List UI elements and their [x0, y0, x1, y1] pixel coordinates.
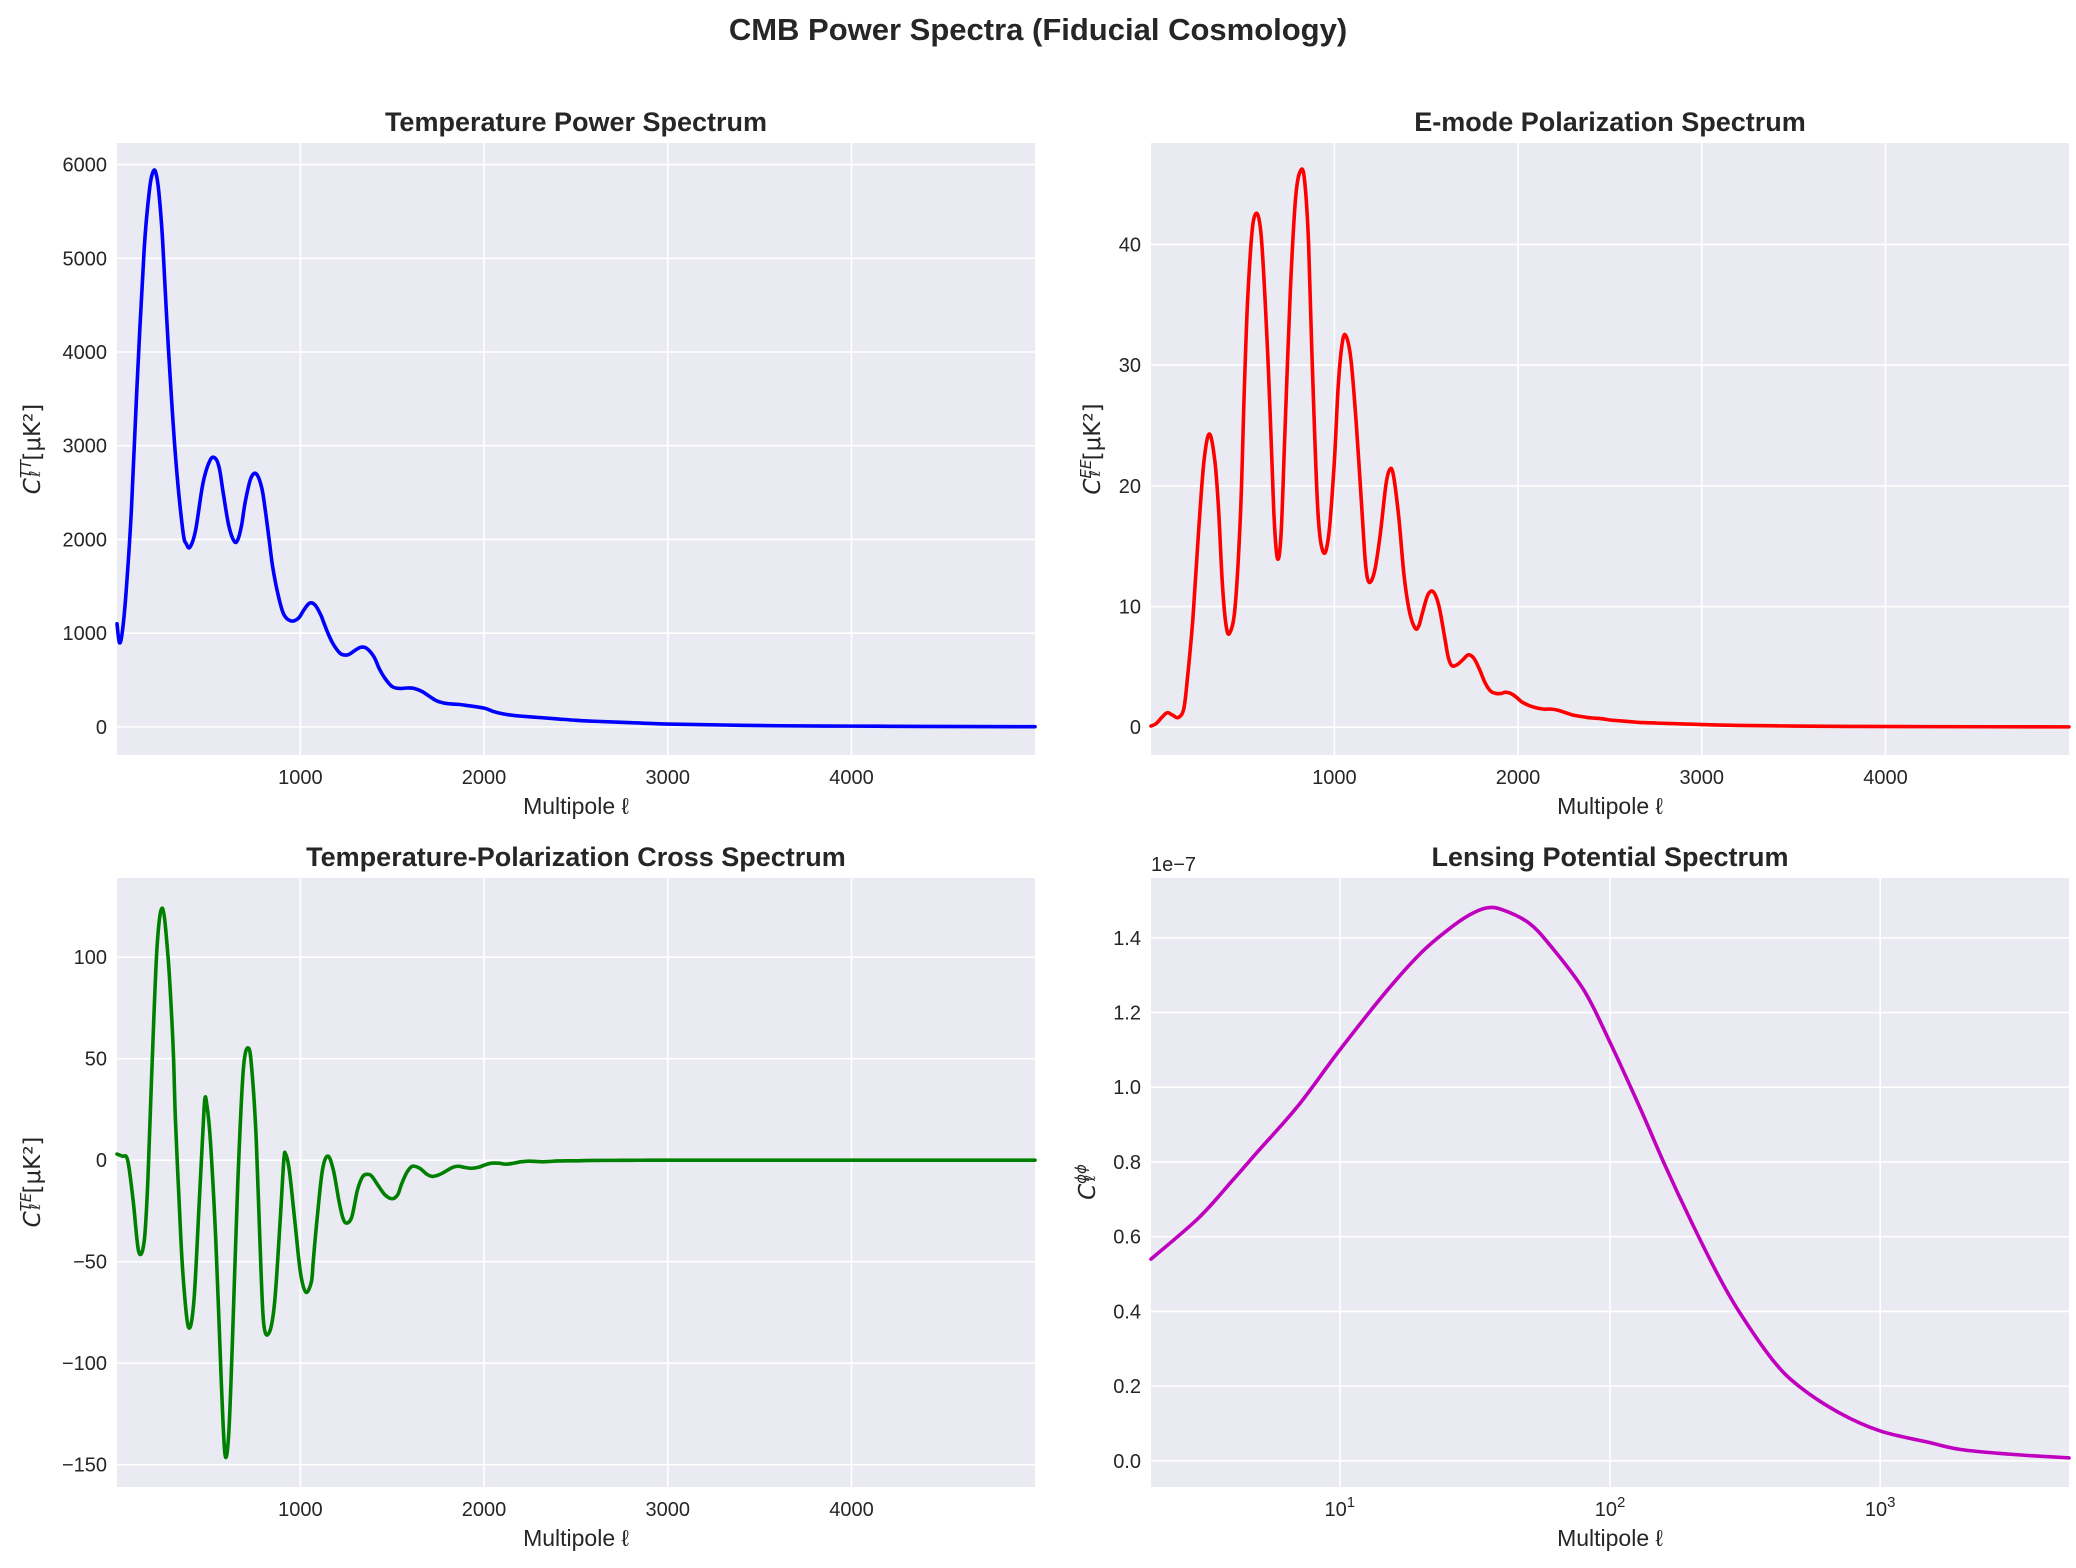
- x-axis-label: Multipole ℓ: [523, 1525, 629, 1551]
- figure-suptitle: CMB Power Spectra (Fiducial Cosmology): [729, 12, 1347, 47]
- series-line: [1149, 905, 2071, 1460]
- x-tick-label: 3000: [646, 767, 691, 789]
- y-tick-label: 4000: [63, 342, 108, 364]
- x-tick-labels: 101 102 103: [1325, 1494, 1896, 1521]
- y-tick-label: 50: [85, 1049, 107, 1071]
- y-tick-label: 5000: [63, 248, 108, 270]
- y-tick-label: 1000: [63, 623, 108, 645]
- y-tick-label: −50: [73, 1252, 107, 1274]
- y-tick-label: 0: [96, 1150, 107, 1172]
- y-tick-label: 0.0: [1113, 1451, 1141, 1473]
- y-axis-label: CEEℓ[μK²]: [1077, 403, 1106, 494]
- panel-title: E-mode Polarization Spectrum: [1414, 107, 1806, 137]
- y-tick-label: 0: [96, 717, 107, 739]
- panel-cross: Temperature-Polarization Cross Spectrum …: [17, 842, 1037, 1551]
- x-tick-label: 1000: [1312, 767, 1357, 789]
- y-tick-label: 0: [1130, 717, 1141, 739]
- y-tick-label: 40: [1119, 234, 1141, 256]
- x-tick-label: 3000: [1680, 767, 1725, 789]
- series-line: [1149, 167, 2071, 729]
- y-tick-label: 20: [1119, 476, 1141, 498]
- y-tick-labels: −150 −100 −50 0 50 100: [62, 947, 107, 1477]
- y-tick-label: 0.2: [1113, 1376, 1141, 1398]
- series-line: [115, 168, 1037, 729]
- x-tick-label: 101: [1325, 1494, 1356, 1521]
- plot-area: [1151, 143, 2069, 755]
- plot-area: [117, 143, 1035, 755]
- y-tick-label: 0.6: [1113, 1227, 1141, 1249]
- y-tick-label: 6000: [63, 155, 108, 177]
- x-tick-label: 2000: [462, 1499, 507, 1521]
- series-line: [115, 906, 1037, 1460]
- x-tick-label: 4000: [829, 767, 874, 789]
- x-tick-label: 2000: [1496, 767, 1541, 789]
- y-tick-label: 30: [1119, 355, 1141, 377]
- x-tick-label: 4000: [1863, 767, 1908, 789]
- y-tick-label: 10: [1119, 597, 1141, 619]
- x-axis-label: Multipole ℓ: [1557, 1525, 1663, 1551]
- panel-lensing: Lensing Potential Spectrum 101 102 103 0.0…: [1072, 842, 2071, 1551]
- y-tick-label: −150: [62, 1455, 107, 1477]
- x-tick-label: 4000: [829, 1499, 874, 1521]
- y-tick-labels: 0 1000 2000 3000 4000 5000 6000: [63, 155, 108, 739]
- y-tick-label: 1.0: [1113, 1077, 1141, 1099]
- panel-temperature: Temperature Power Spectrum 1000 2000 3000 4…: [17, 107, 1037, 819]
- y-tick-label: 2000: [63, 529, 108, 551]
- x-axis-label: Multipole ℓ: [523, 793, 629, 819]
- y-tick-label: 0.8: [1113, 1152, 1141, 1174]
- y-offset-text: 1e−7: [1151, 854, 1196, 876]
- y-tick-label: −100: [62, 1353, 107, 1375]
- y-tick-label: 3000: [63, 436, 108, 458]
- x-tick-labels: 1000 2000 3000 4000: [1312, 767, 1908, 789]
- x-tick-label: 3000: [646, 1499, 691, 1521]
- y-axis-label: CTTℓ[μK²]: [17, 404, 46, 494]
- y-tick-label: 1.2: [1113, 1003, 1141, 1025]
- y-tick-label: 1.4: [1113, 928, 1141, 950]
- y-tick-labels: 0.0 0.2 0.4 0.6 0.8 1.0 1.2 1.4: [1113, 928, 1141, 1473]
- x-tick-labels: 1000 2000 3000 4000: [278, 767, 874, 789]
- x-tick-label: 2000: [462, 767, 507, 789]
- x-tick-label: 1000: [278, 767, 323, 789]
- y-tick-labels: 0 10 20 30 40: [1119, 234, 1141, 739]
- x-axis-label: Multipole ℓ: [1557, 793, 1663, 819]
- grid: [1151, 878, 2069, 1487]
- x-tick-labels: 1000 2000 3000 4000: [278, 1499, 874, 1521]
- panel-title: Lensing Potential Spectrum: [1431, 842, 1788, 872]
- y-axis-label: Cϕϕℓ: [1072, 1164, 1101, 1200]
- y-axis-label: CTEℓ[μK²]: [17, 1137, 46, 1228]
- panel-emode: E-mode Polarization Spectrum 1000 2000 300…: [1077, 107, 2071, 819]
- plot-area: [117, 878, 1035, 1487]
- x-tick-label: 1000: [278, 1499, 323, 1521]
- panel-title: Temperature Power Spectrum: [385, 107, 767, 137]
- y-tick-label: 100: [74, 947, 107, 969]
- x-tick-label: 103: [1865, 1494, 1896, 1521]
- panel-title: Temperature-Polarization Cross Spectrum: [306, 842, 846, 872]
- y-tick-label: 0.4: [1113, 1301, 1141, 1323]
- x-tick-label: 102: [1595, 1494, 1626, 1521]
